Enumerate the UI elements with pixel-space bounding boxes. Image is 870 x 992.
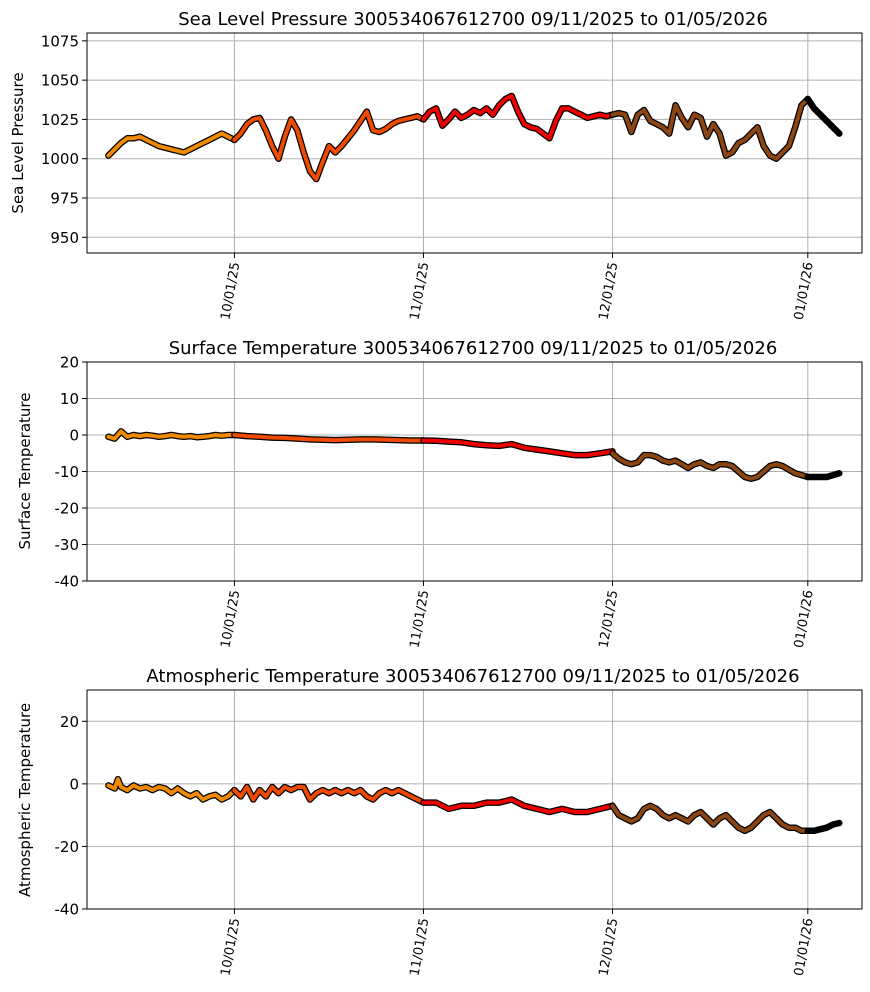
x-tick-label: 01/01/26: [792, 261, 817, 321]
grid: [87, 361, 862, 582]
series-line: [106, 777, 237, 802]
y-tick-label: 1075: [41, 32, 79, 50]
series-january: [804, 95, 843, 137]
series-line: [421, 93, 615, 141]
y-tick-label: -40: [55, 573, 80, 591]
series-december: [609, 450, 812, 483]
x-tick-label: 12/01/25: [597, 589, 622, 649]
series-december: [609, 802, 812, 835]
series-line: [805, 471, 842, 479]
y-tick-label: -30: [55, 536, 80, 554]
y-tick-label: 10: [60, 390, 79, 408]
series-october: [231, 108, 427, 183]
subplot-sea-level-pressure: Sea Level Pressure 300534067612700 09/11…: [9, 9, 863, 321]
y-tick-label: -40: [55, 901, 80, 919]
series-line: [805, 821, 842, 833]
y-tick-label: 1000: [41, 150, 79, 168]
series-january: [804, 470, 843, 481]
plot-frame: [86, 361, 863, 582]
series-line: [232, 433, 426, 443]
x-tick-label: 10/01/25: [218, 589, 243, 649]
x-tick-label: 10/01/25: [218, 917, 243, 977]
series-november: [420, 437, 616, 459]
chart-title: Surface Temperature 300534067612700 09/1…: [169, 338, 778, 359]
y-tick-label: -20: [55, 500, 80, 518]
subplot-surface-temperature: Surface Temperature 300534067612700 09/1…: [16, 338, 863, 649]
y-tick-label: 20: [60, 713, 79, 731]
y-tick-label: -10: [55, 463, 80, 481]
series-september: [105, 428, 238, 442]
y-tick-label: 1025: [41, 111, 79, 129]
series-line: [232, 109, 426, 182]
y-tick-label: 20: [60, 354, 79, 372]
series-line: [610, 97, 810, 161]
y-tick-label: 975: [50, 190, 79, 208]
y-axis-label: Surface Temperature: [16, 393, 34, 550]
series-line: [232, 785, 426, 805]
series-line: [106, 131, 237, 158]
y-tick-label: 0: [69, 427, 79, 445]
series-december: [609, 95, 812, 162]
series-october: [231, 431, 427, 444]
plot-frame: [86, 32, 863, 254]
series-line: [421, 797, 615, 814]
series-november: [420, 796, 616, 816]
series-line: [610, 451, 810, 481]
y-axis-label: Sea Level Pressure: [9, 72, 27, 213]
series-november: [420, 92, 616, 142]
series-september: [105, 775, 238, 803]
x-tick-label: 11/01/25: [407, 261, 432, 321]
subplot-atmospheric-temperature: Atmospheric Temperature 300534067612700 …: [16, 666, 863, 977]
chart-title: Atmospheric Temperature 300534067612700 …: [146, 666, 799, 687]
y-axis-label: Atmospheric Temperature: [16, 703, 34, 897]
series-line: [421, 438, 615, 458]
chart-title: Sea Level Pressure 300534067612700 09/11…: [178, 9, 768, 30]
series-october: [231, 783, 427, 806]
series-september: [105, 130, 238, 159]
x-tick-label: 01/01/26: [792, 917, 817, 977]
x-tick-label: 01/01/26: [792, 589, 817, 649]
x-tick-label: 11/01/25: [407, 917, 432, 977]
y-tick-label: 0: [69, 775, 79, 793]
series-line: [805, 97, 842, 136]
plot-frame: [86, 689, 863, 910]
y-tick-label: 1050: [41, 72, 79, 90]
x-tick-label: 11/01/25: [407, 589, 432, 649]
x-tick-label: 10/01/25: [218, 261, 243, 321]
grid: [87, 33, 862, 253]
x-tick-label: 12/01/25: [597, 917, 622, 977]
y-tick-label: -20: [55, 838, 80, 856]
series-line: [610, 803, 810, 833]
series-line: [106, 429, 237, 441]
series-january: [804, 819, 843, 835]
y-tick-label: 950: [50, 229, 79, 247]
x-tick-label: 12/01/25: [597, 261, 622, 321]
